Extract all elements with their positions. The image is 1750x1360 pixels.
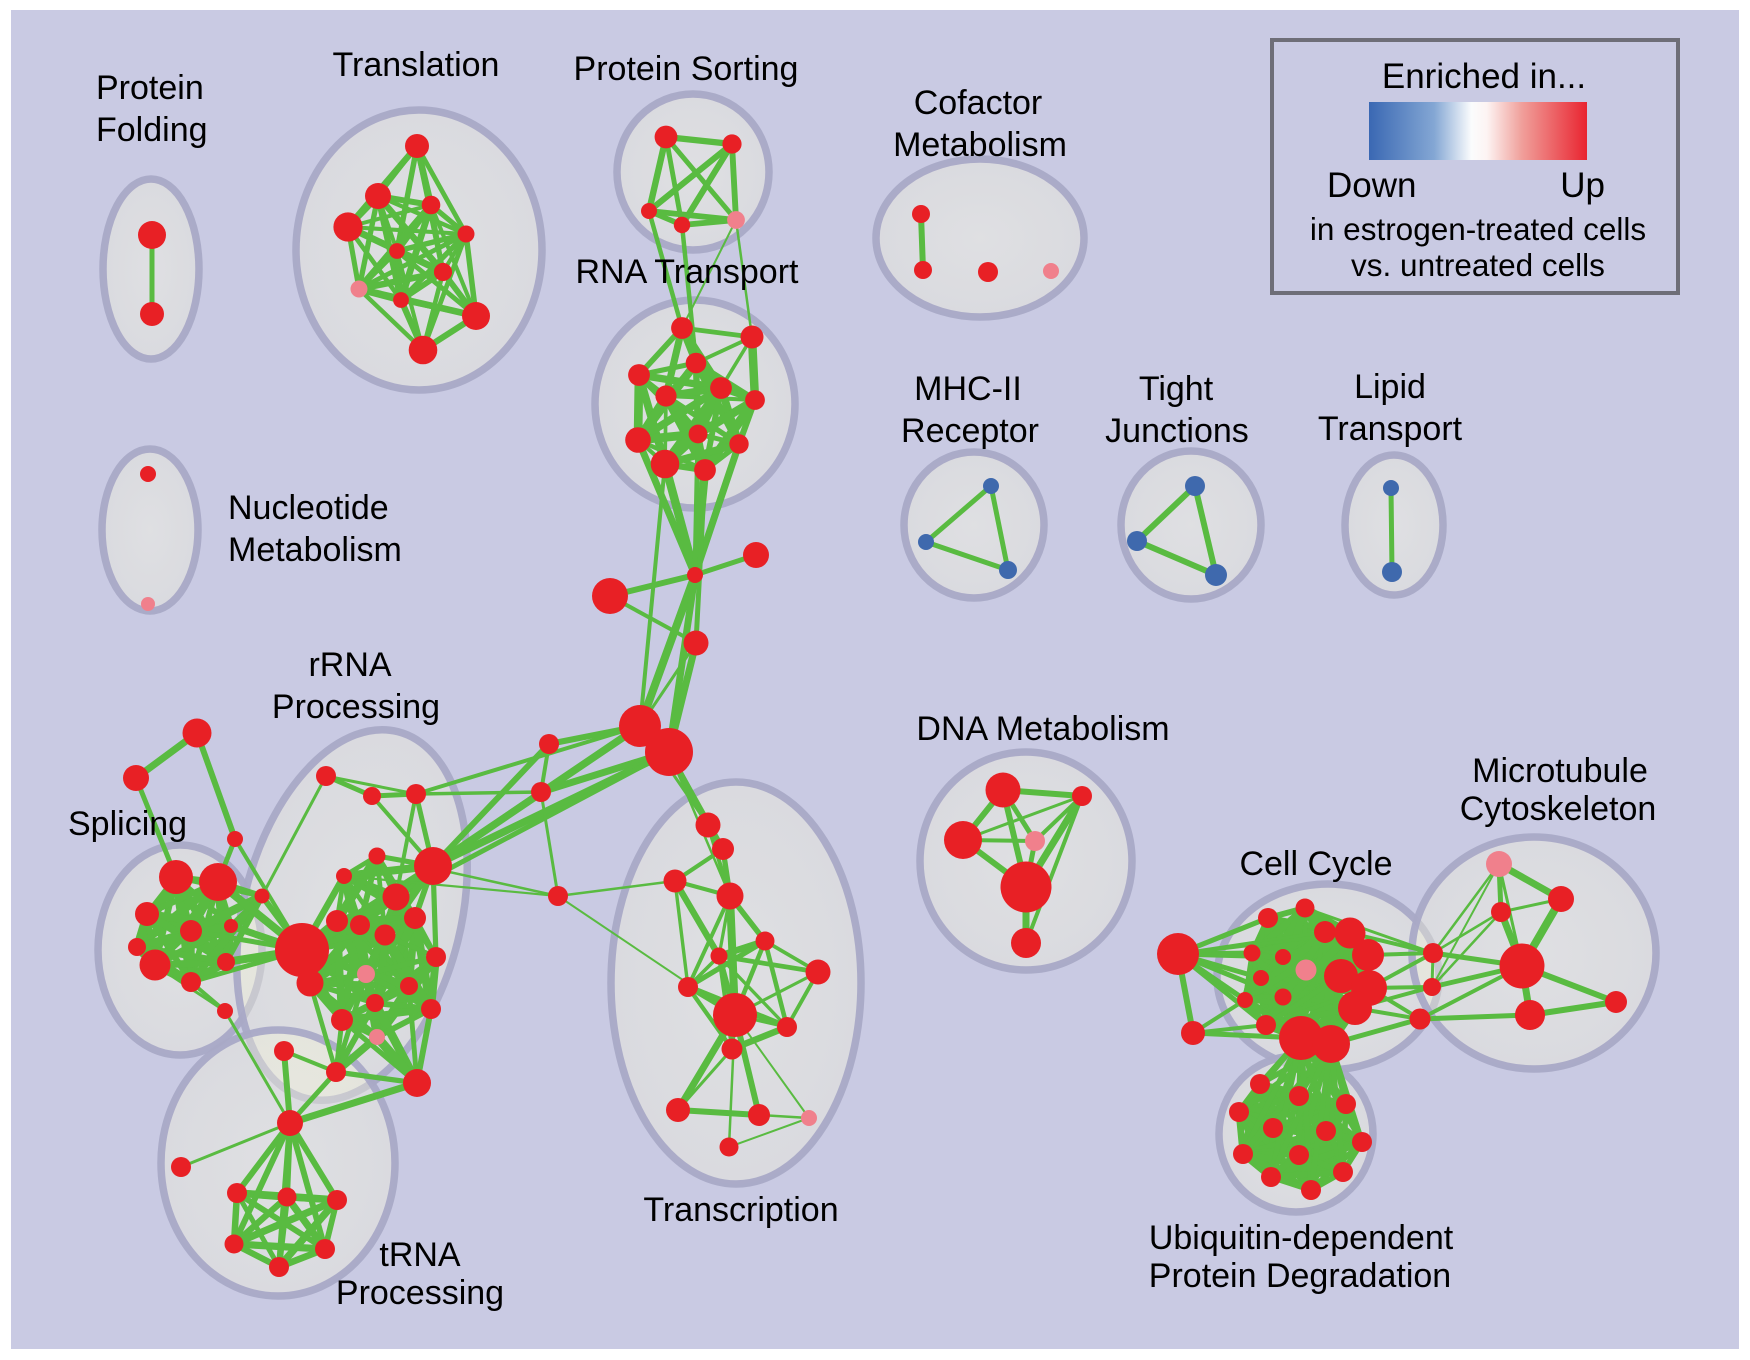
svg-text:Nucleotide: Nucleotide <box>228 489 389 527</box>
svg-text:Cofactor: Cofactor <box>914 84 1043 122</box>
svg-text:Translation: Translation <box>333 46 500 84</box>
svg-text:Protein Sorting: Protein Sorting <box>574 50 799 88</box>
svg-text:Metabolism: Metabolism <box>893 126 1067 164</box>
svg-text:Receptor: Receptor <box>901 412 1039 450</box>
svg-text:Tight: Tight <box>1139 370 1214 408</box>
svg-text:DNA Metabolism: DNA Metabolism <box>916 710 1169 748</box>
svg-text:Processing: Processing <box>336 1274 504 1312</box>
svg-text:Splicing: Splicing <box>68 805 187 843</box>
svg-text:Cell Cycle: Cell Cycle <box>1239 845 1392 883</box>
svg-text:Protein: Protein <box>96 69 204 107</box>
svg-text:Metabolism: Metabolism <box>228 531 402 569</box>
svg-text:Folding: Folding <box>96 111 208 149</box>
svg-text:Junctions: Junctions <box>1105 412 1249 450</box>
svg-text:MHC-II: MHC-II <box>914 370 1022 408</box>
svg-text:vs. untreated cells: vs. untreated cells <box>1351 247 1605 283</box>
svg-text:rRNA: rRNA <box>308 646 391 684</box>
svg-text:tRNA: tRNA <box>379 1236 461 1274</box>
svg-text:Cytoskeleton: Cytoskeleton <box>1460 790 1657 828</box>
svg-text:Microtubule: Microtubule <box>1472 752 1648 790</box>
svg-text:Enriched in...: Enriched in... <box>1382 57 1586 96</box>
svg-text:Down: Down <box>1327 166 1416 205</box>
svg-text:Transport: Transport <box>1318 410 1463 448</box>
svg-text:Protein Degradation: Protein Degradation <box>1149 1257 1451 1295</box>
svg-text:Transcription: Transcription <box>643 1191 838 1229</box>
svg-text:Ubiquitin-dependent: Ubiquitin-dependent <box>1149 1219 1454 1257</box>
svg-text:in estrogen-treated cells: in estrogen-treated cells <box>1310 211 1646 247</box>
svg-text:Lipid: Lipid <box>1354 368 1426 406</box>
svg-text:Processing: Processing <box>272 688 440 726</box>
svg-text:RNA Transport: RNA Transport <box>576 253 800 291</box>
svg-text:Up: Up <box>1560 166 1605 205</box>
